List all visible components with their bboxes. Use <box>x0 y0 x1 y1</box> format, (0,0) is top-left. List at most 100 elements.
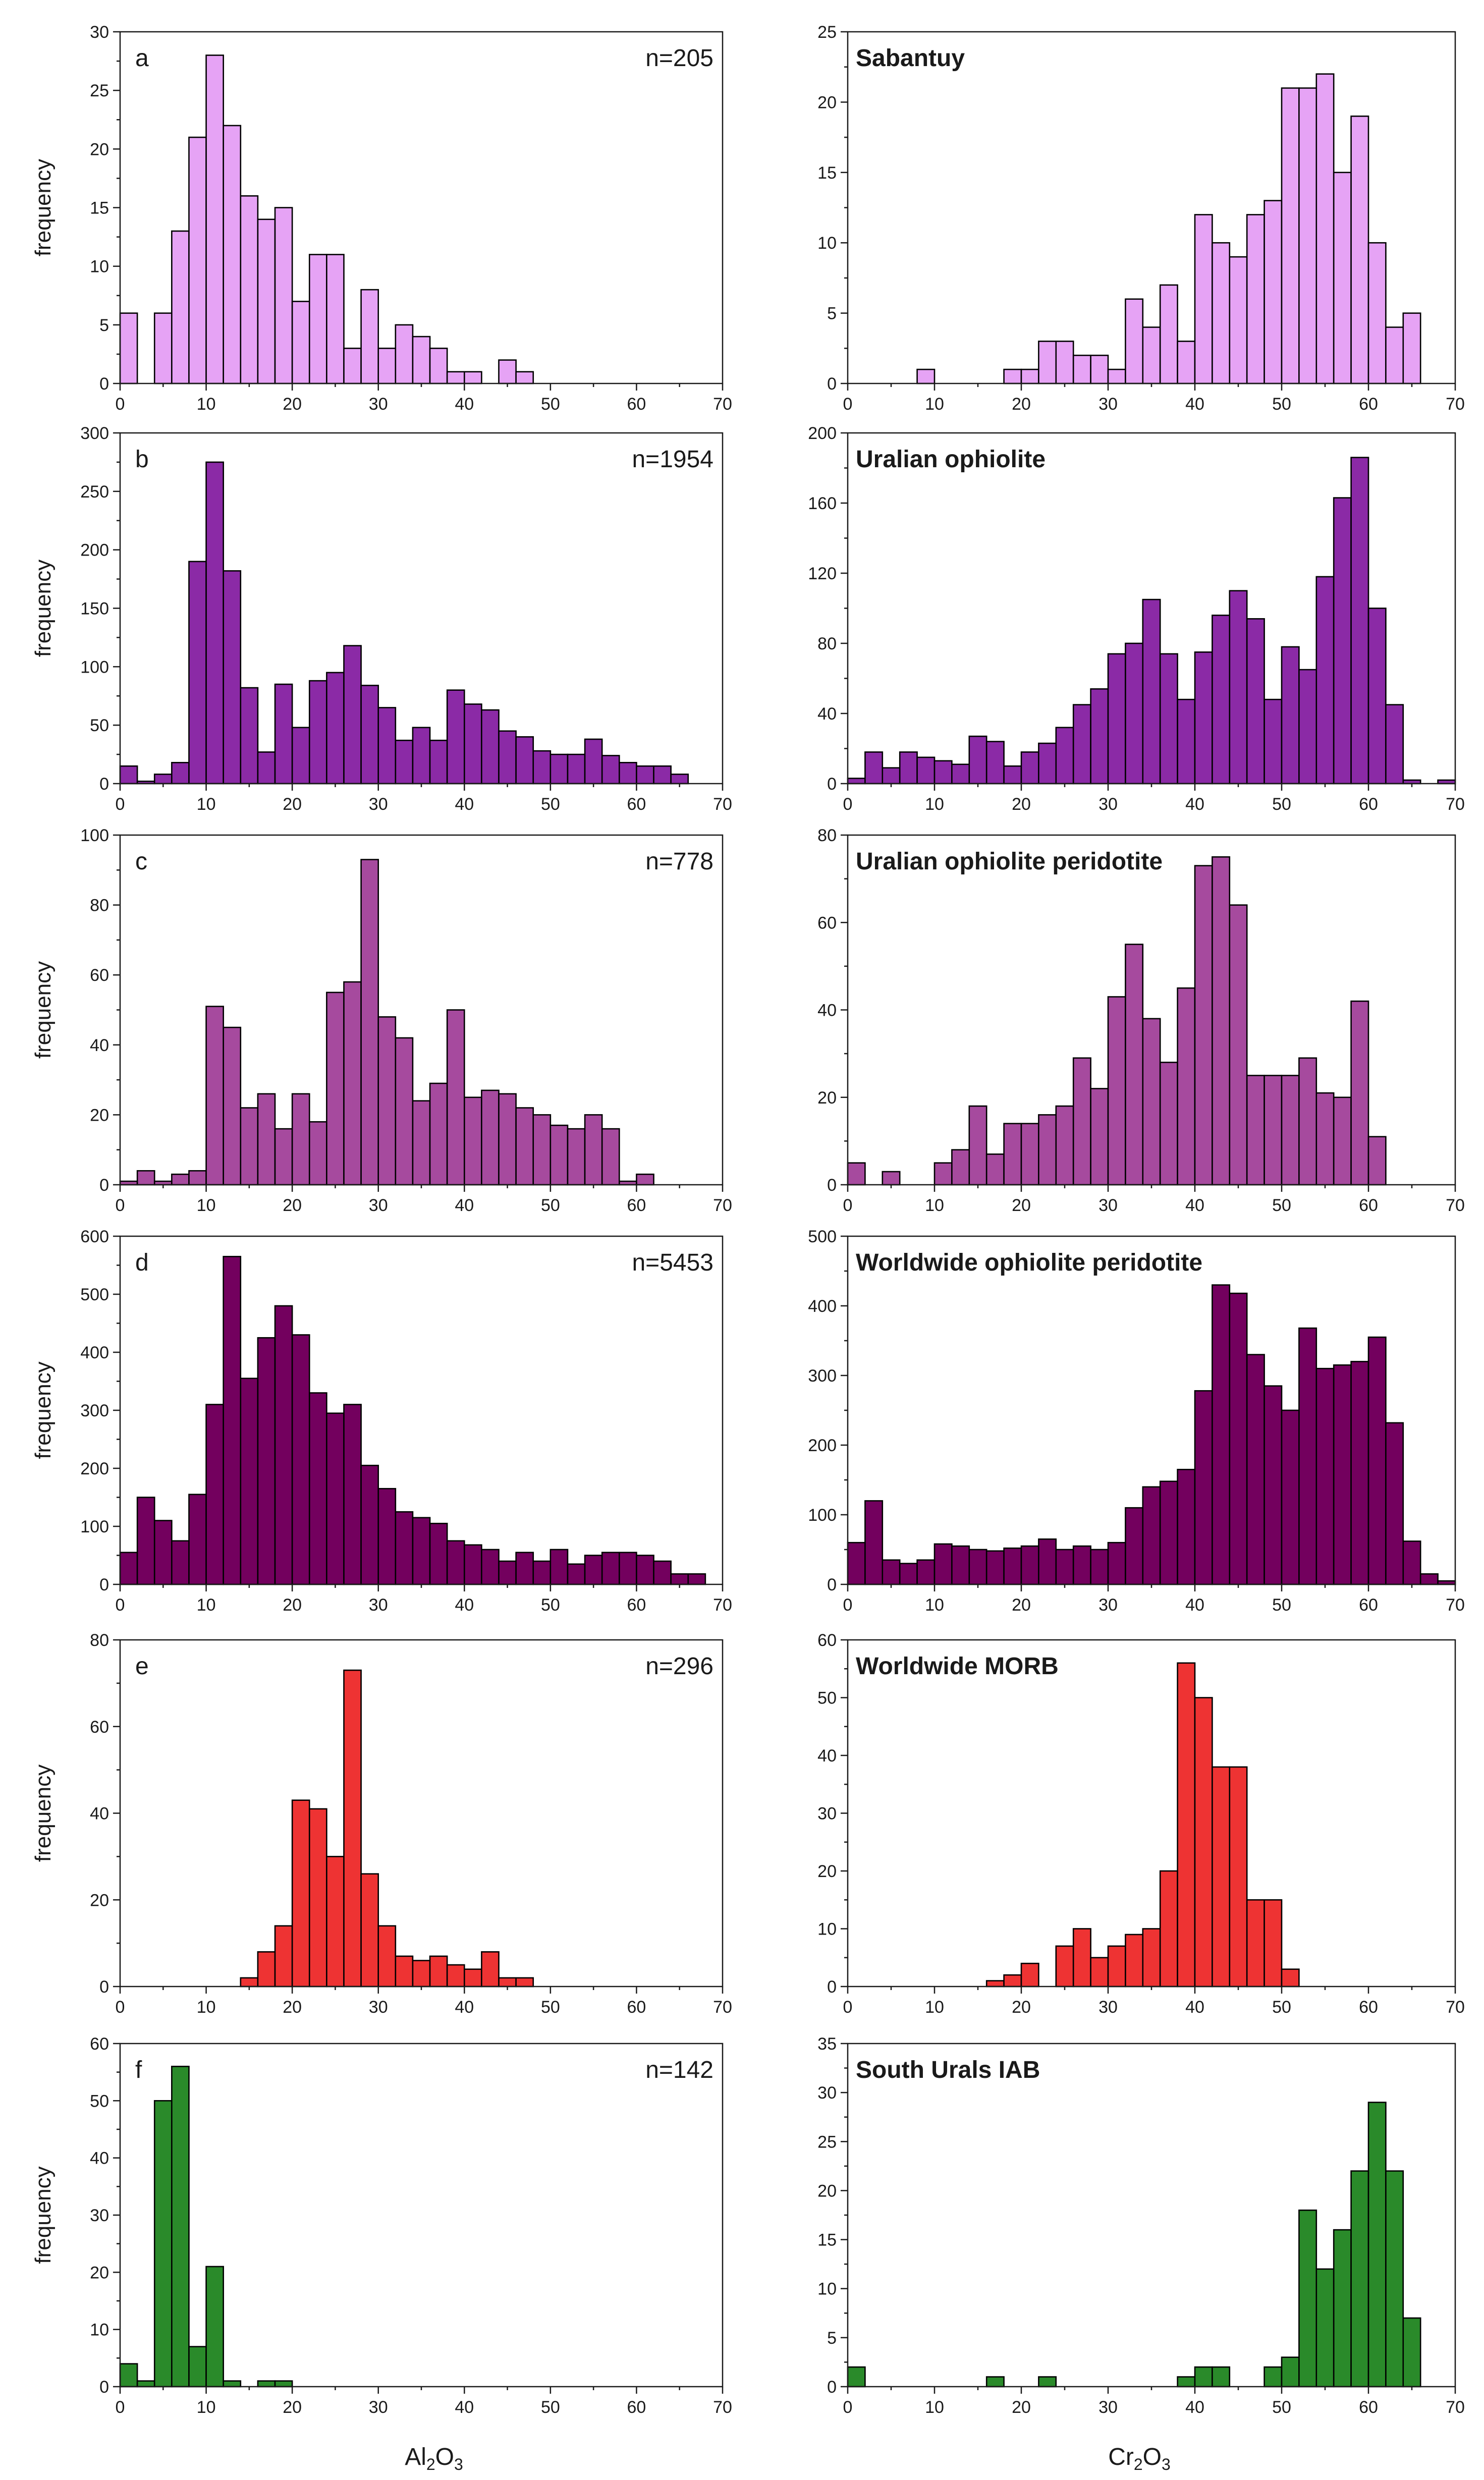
ytick-label-a-r-2: 10 <box>817 234 837 253</box>
bar-c-r-21 <box>1263 1075 1283 1186</box>
bar-b-r-0 <box>847 778 866 785</box>
bar-c-r-25 <box>1333 1096 1352 1186</box>
xtick-label-a-1: 10 <box>197 395 216 414</box>
ytick-label-b-1: 50 <box>90 716 109 735</box>
xtick-label-f-r-1: 10 <box>925 2398 944 2417</box>
xtick-label-f-r-0: 0 <box>843 2398 853 2417</box>
bar-c-r-9 <box>1055 1105 1074 1186</box>
xtick-label-f-r-6: 60 <box>1359 2398 1378 2417</box>
bar-b-r-28 <box>1333 497 1352 785</box>
ytick-label-b-r-1: 40 <box>817 704 837 724</box>
bar-b-r-8 <box>985 741 1005 785</box>
xtick-label-e-0: 0 <box>116 1998 125 2017</box>
bar-a-r-9 <box>1142 326 1161 384</box>
ytick-label-d-r-5: 500 <box>808 1227 837 1246</box>
ytick-label-d-1: 100 <box>80 1517 109 1536</box>
bar-c-r-11 <box>1090 1088 1109 1186</box>
bar-d-12 <box>326 1412 345 1585</box>
bar-c-13 <box>343 981 362 1186</box>
bar-b-8 <box>257 751 276 785</box>
bar-b-13 <box>343 645 362 785</box>
panel-title-f-r: South Urals IAB <box>856 2057 1040 2083</box>
bar-b-r-3 <box>899 751 918 785</box>
bar-e-4 <box>308 1808 327 1988</box>
bar-b-23 <box>515 736 534 785</box>
bar-a-r-3 <box>1038 341 1057 384</box>
ytick-label-d-5: 500 <box>80 1285 109 1304</box>
panel-a-r: 0 5 10 15 20 25 0 10 20 30 40 50 60 70 Sabantuy <box>817 23 1465 414</box>
bar-b-20 <box>463 703 482 785</box>
panel-title-b-r: Uralian ophiolite <box>856 446 1046 473</box>
ytick-label-b-r-2: 80 <box>817 634 837 653</box>
panel-letter-c: c <box>135 848 147 875</box>
ytick-label-d-r-1: 100 <box>808 1506 837 1525</box>
bar-d-r-23 <box>1246 1354 1265 1585</box>
bar-a-15 <box>377 347 397 384</box>
xtick-label-d-4: 40 <box>455 1595 474 1615</box>
bar-e-12 <box>446 1964 465 1988</box>
bar-d-r-5 <box>933 1543 953 1585</box>
ytick-label-f-r-6: 30 <box>817 2083 837 2103</box>
bar-a-r-14 <box>1229 256 1248 384</box>
bar-d-r-16 <box>1125 1507 1144 1585</box>
bar-a-0 <box>119 312 138 384</box>
bar-a-4 <box>188 136 207 384</box>
bar-d-22 <box>498 1560 517 1585</box>
bar-b-r-27 <box>1315 576 1335 785</box>
ytick-label-e-2: 40 <box>90 1804 109 1824</box>
xtick-label-d-r-5: 50 <box>1272 1595 1291 1615</box>
bar-b-29 <box>619 762 637 785</box>
bar-d-6 <box>223 1255 242 1585</box>
bar-b-r-17 <box>1142 598 1161 785</box>
ytick-label-e-0: 0 <box>99 1977 109 1997</box>
bar-b-5 <box>205 461 224 785</box>
ytick-label-c-4: 80 <box>90 896 109 915</box>
bar-c-8 <box>257 1093 276 1186</box>
bar-c-r-12 <box>1107 996 1126 1186</box>
bar-b-r-22 <box>1229 590 1248 785</box>
xtick-label-f-1: 10 <box>197 2398 216 2417</box>
bar-b-r-15 <box>1107 653 1126 785</box>
xtick-label-f-4: 40 <box>455 2398 474 2417</box>
bar-f-1 <box>136 2380 155 2388</box>
ytick-label-a-r-3: 15 <box>817 163 837 183</box>
bar-a-22 <box>498 359 517 384</box>
n-label-b: n=1954 <box>632 446 713 473</box>
ytick-label-e-r-0: 0 <box>827 1977 837 1997</box>
bar-d-r-15 <box>1107 1541 1126 1585</box>
bar-c-r-23 <box>1298 1057 1317 1186</box>
bar-e-8 <box>377 1925 397 1988</box>
bar-d-20 <box>463 1544 482 1585</box>
ylabel-e: frequency <box>31 1765 56 1862</box>
bar-c-1 <box>136 1170 155 1186</box>
xtick-label-b-r-3: 30 <box>1098 795 1118 814</box>
bar-c-r-5 <box>985 1153 1005 1186</box>
xtick-label-b-r-1: 10 <box>925 795 944 814</box>
bar-c-r-19 <box>1229 904 1248 1186</box>
xtick-label-b-6: 60 <box>627 795 646 814</box>
ytick-label-a-r-5: 25 <box>817 23 837 42</box>
ytick-label-f-r-1: 5 <box>827 2329 837 2348</box>
xtick-label-e-1: 10 <box>197 1998 216 2017</box>
xtick-label-a-5: 50 <box>541 395 560 414</box>
bar-d-r-6 <box>951 1545 970 1585</box>
bar-b-11 <box>308 680 327 785</box>
bar-a-r-22 <box>1367 242 1387 384</box>
xtick-label-b-0: 0 <box>116 795 125 814</box>
bar-b-27 <box>584 738 603 785</box>
bar-b-r-18 <box>1159 653 1178 785</box>
xtick-label-c-2: 20 <box>283 1196 302 1215</box>
xtick-label-a-r-5: 50 <box>1272 395 1291 414</box>
bar-b-32 <box>670 774 689 785</box>
bar-f-r-5 <box>1194 2366 1213 2388</box>
bar-d-8 <box>257 1337 276 1585</box>
xtick-label-d-1: 10 <box>197 1595 216 1615</box>
ytick-label-e-4: 80 <box>90 1631 109 1650</box>
bar-e-3 <box>291 1799 310 1988</box>
bar-d-r-24 <box>1263 1385 1283 1585</box>
bar-e-13 <box>463 1968 482 1988</box>
bar-e-2 <box>274 1925 293 1988</box>
xtick-label-d-6: 60 <box>627 1595 646 1615</box>
bar-c-r-24 <box>1315 1092 1335 1186</box>
bar-c-19 <box>446 1009 465 1186</box>
